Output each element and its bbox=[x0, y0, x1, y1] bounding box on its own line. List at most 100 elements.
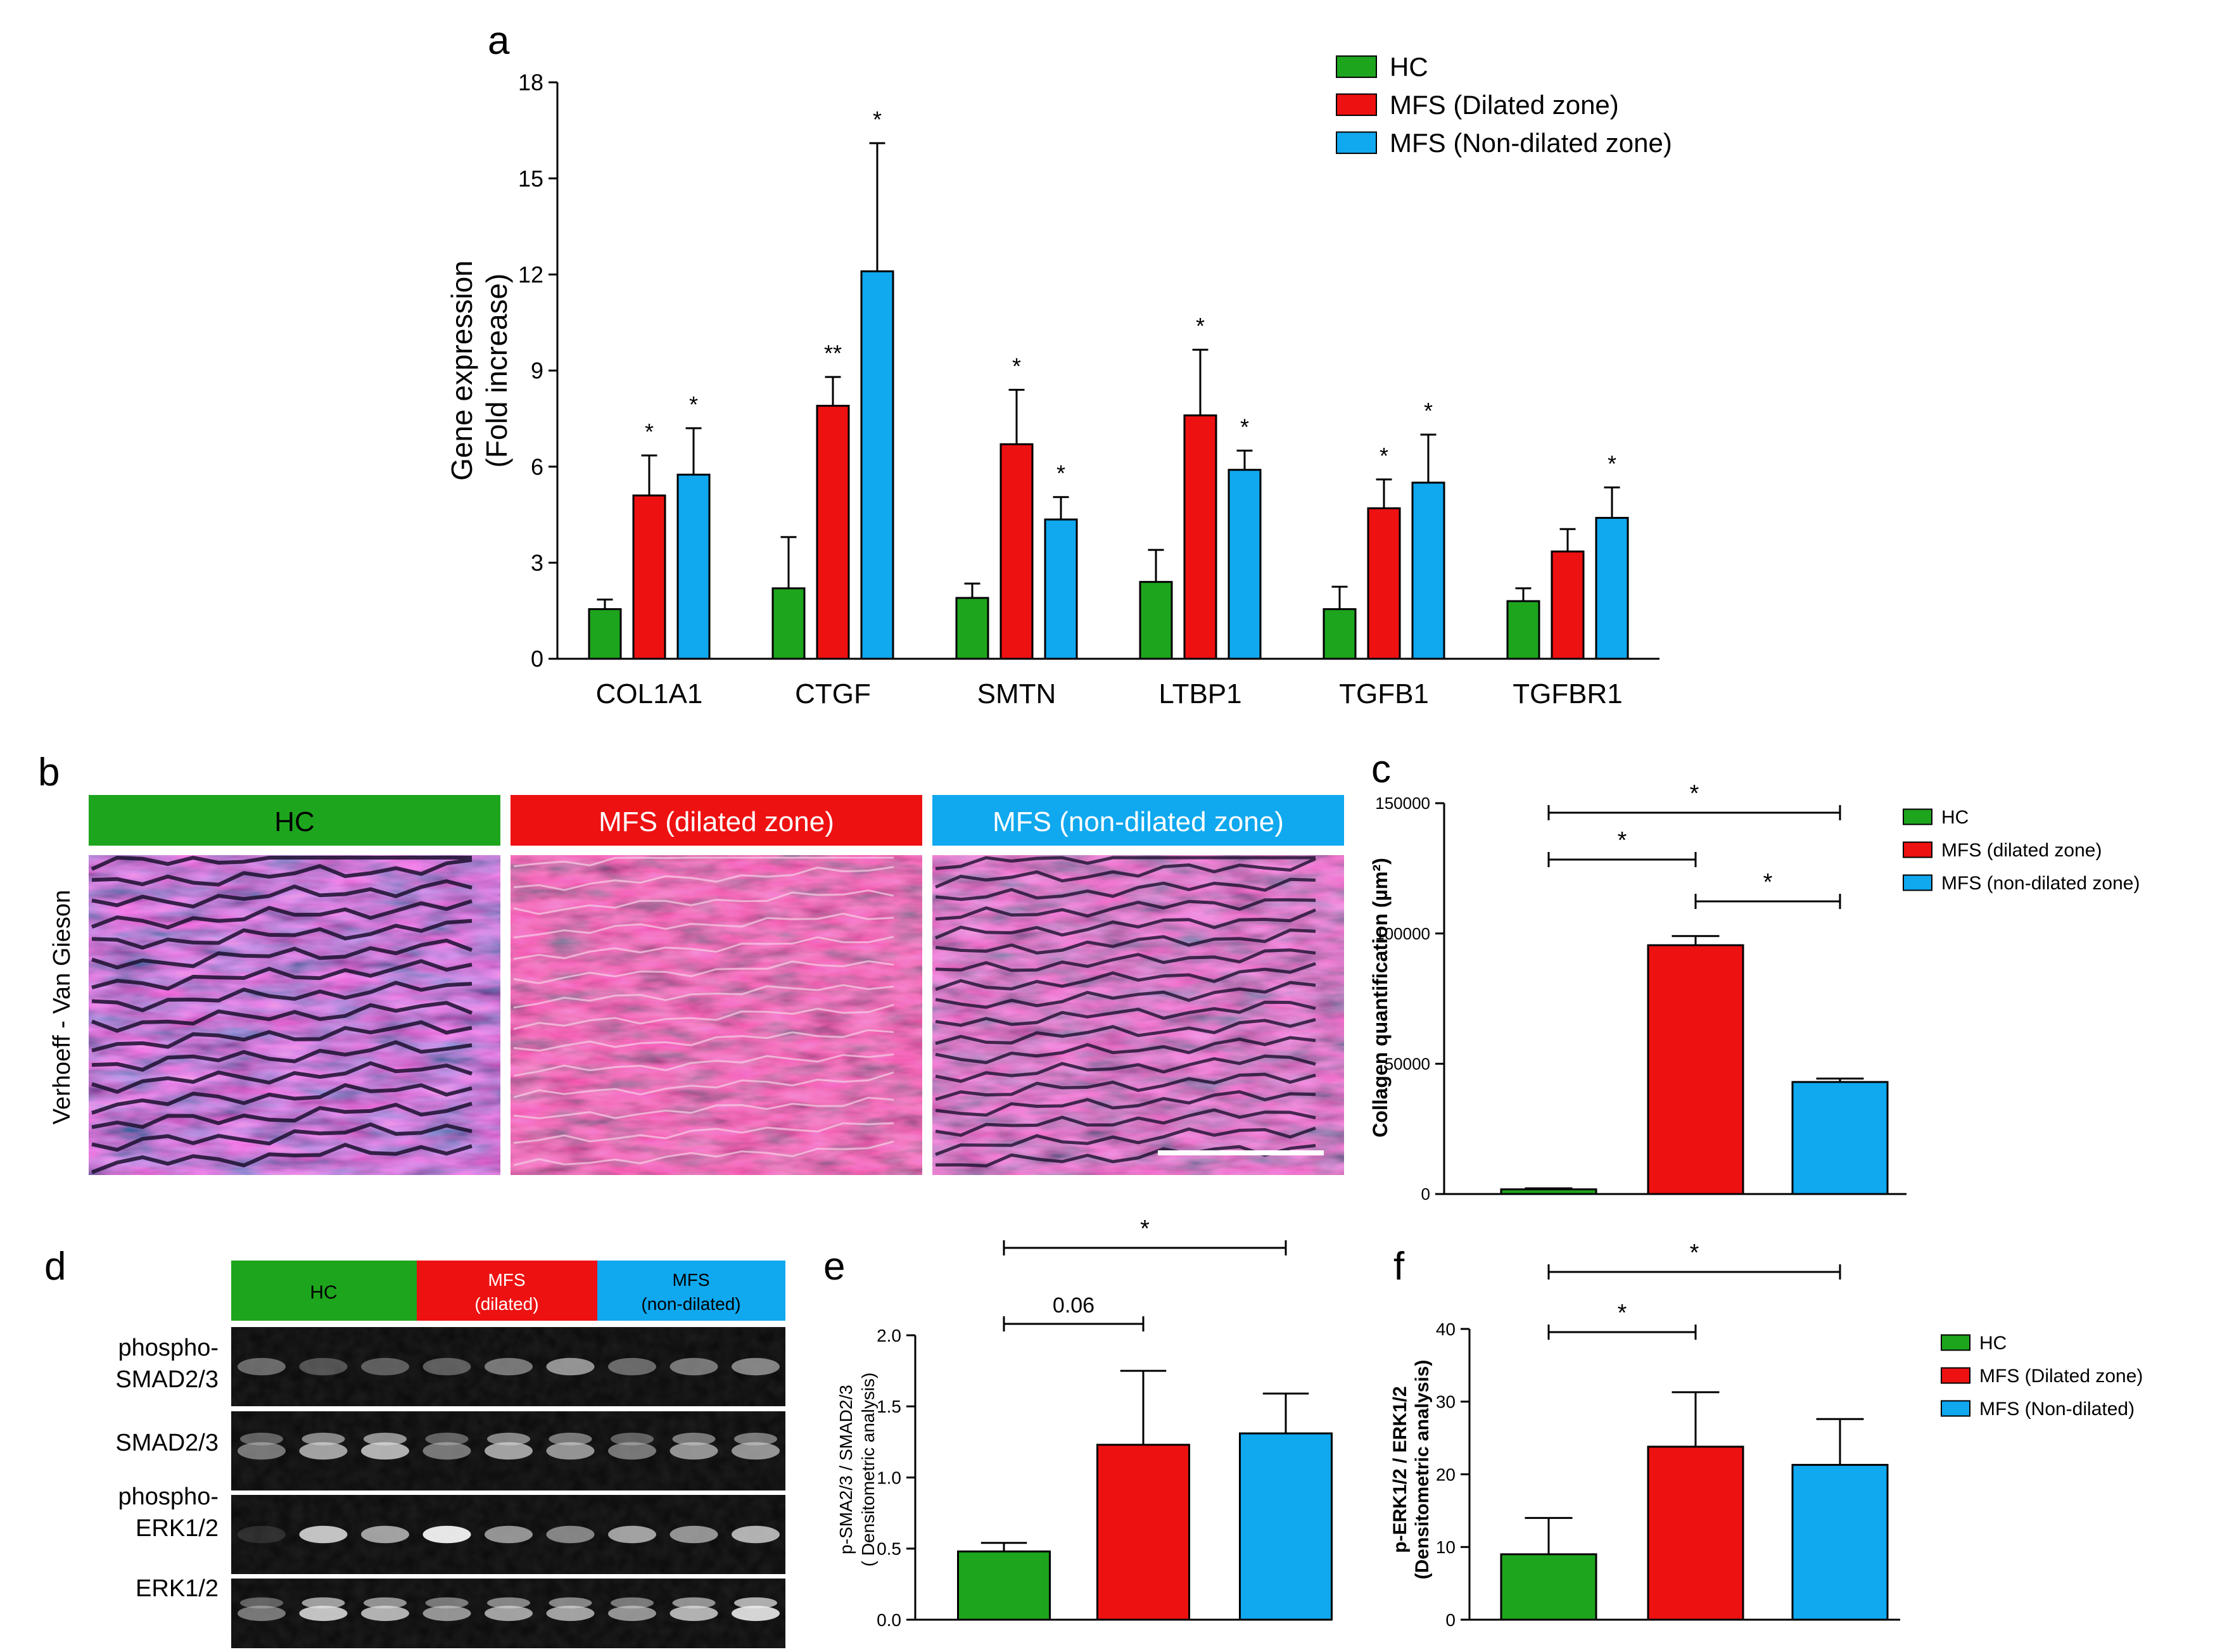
panel-c-ytick-label: 100000 bbox=[1375, 924, 1430, 943]
blot-band bbox=[669, 1357, 718, 1376]
panel-e-ytick-label: 1.0 bbox=[877, 1468, 901, 1487]
panel-d-header-nondilated-line1: MFS bbox=[672, 1270, 709, 1290]
blot-band bbox=[546, 1442, 595, 1460]
blot-band bbox=[485, 1442, 533, 1460]
elastic-fiber bbox=[513, 984, 894, 1009]
panel-a-category-label: CTGF bbox=[795, 678, 871, 709]
elastic-fiber bbox=[935, 1054, 1316, 1083]
panel-a-bar bbox=[955, 597, 989, 660]
blot-band bbox=[732, 1442, 780, 1460]
panel-e-ytick-label: 0.5 bbox=[877, 1539, 901, 1559]
blot-band bbox=[611, 1597, 654, 1609]
panel-d-header-dilated bbox=[417, 1261, 597, 1321]
blot-band bbox=[608, 1442, 656, 1460]
panel-f-legend-label: MFS (Dilated zone) bbox=[1979, 1366, 2143, 1387]
elastic-fiber bbox=[513, 912, 894, 939]
blot-band bbox=[672, 1597, 716, 1609]
panel-c-legend-swatch bbox=[1903, 874, 1932, 891]
panel-a-category-label: LTBP1 bbox=[1158, 678, 1241, 709]
panel-a-category-label: TGFBR1 bbox=[1513, 678, 1623, 709]
panel-f-legend-swatch bbox=[1941, 1367, 1970, 1384]
blot-band bbox=[299, 1357, 348, 1376]
panel-letter-d: d bbox=[44, 1245, 66, 1288]
panel-c-legend-label: HC bbox=[1941, 807, 1969, 828]
panel-a-legend-label: HC bbox=[1390, 52, 1428, 82]
blot-band bbox=[549, 1597, 592, 1609]
panel-c-bar bbox=[1647, 944, 1744, 1195]
panel-a-ytick-label: 0 bbox=[531, 646, 543, 672]
panel-c-ylabel: Collagen quantification (µm²) bbox=[1369, 858, 1392, 1138]
elastic-fiber bbox=[91, 938, 473, 970]
panel-a-category-label: TGFB1 bbox=[1339, 678, 1429, 709]
panel-c-legend-swatch bbox=[1903, 841, 1932, 858]
blot-band bbox=[732, 1605, 780, 1622]
elastic-fiber bbox=[91, 1020, 473, 1053]
panel-a-legend-swatch bbox=[1336, 131, 1377, 155]
panel-f-bar bbox=[1500, 1553, 1597, 1621]
elastic-fiber bbox=[935, 898, 1316, 921]
panel-c-comparison-label: * bbox=[1690, 780, 1699, 807]
blot-band bbox=[669, 1605, 718, 1622]
panel-a-category-label: SMTN bbox=[977, 678, 1056, 709]
panel-d-western-blot: HC MFS (dilated) MFS (non-dilated) phosp… bbox=[115, 1261, 785, 1648]
elastic-fiber bbox=[935, 928, 1316, 955]
panel-e-comparison-label: * bbox=[1140, 1216, 1150, 1242]
panel-a-bar bbox=[1139, 581, 1173, 660]
elastic-fiber bbox=[91, 858, 473, 887]
blot-row-label-1b: SMAD2/3 bbox=[115, 1366, 219, 1393]
blot-band bbox=[299, 1442, 348, 1460]
panel-c-comparison-label: * bbox=[1763, 869, 1773, 896]
blot-band bbox=[734, 1597, 777, 1609]
blot-band bbox=[361, 1442, 409, 1460]
blot-band bbox=[238, 1605, 286, 1622]
panel-b-header-dilated bbox=[511, 795, 922, 846]
panel-e-ylabel-line2: ( Densitometric analysis) bbox=[858, 1373, 878, 1567]
elastic-fiber bbox=[935, 1018, 1316, 1045]
panel-f-ytick-label: 20 bbox=[1436, 1465, 1456, 1484]
elastic-fiber bbox=[935, 1126, 1316, 1156]
panel-c-legend-swatch bbox=[1903, 808, 1932, 825]
panel-c-ytick-label: 50000 bbox=[1385, 1054, 1430, 1073]
panel-a-ytick-label: 9 bbox=[531, 358, 543, 384]
panel-f-legend-swatch bbox=[1941, 1400, 1970, 1417]
panel-a-significance-mark: * bbox=[1240, 414, 1249, 440]
panel-f-legend-label: HC bbox=[1979, 1333, 2007, 1354]
blot-band bbox=[240, 1597, 283, 1609]
panel-a-ytick-label: 3 bbox=[531, 550, 543, 576]
panel-c-ytick-label: 150000 bbox=[1375, 794, 1430, 813]
panel-a-ytick-label: 6 bbox=[531, 454, 543, 480]
panel-a-bar bbox=[1551, 550, 1585, 660]
panel-a-significance-mark: * bbox=[1424, 398, 1433, 424]
blot-band bbox=[425, 1597, 469, 1609]
blot-band bbox=[364, 1432, 407, 1446]
panel-a-bar bbox=[1595, 517, 1629, 660]
panel-f-ytick-label: 0 bbox=[1445, 1610, 1456, 1630]
panel-e-smad-chart: 0.0 0.5 1.0 1.5 2.0 * 0.06 p-SMA2/3 / SMAD2/3… bbox=[836, 1216, 1333, 1630]
panel-a-bar bbox=[1228, 469, 1262, 660]
panel-letter-b: b bbox=[38, 751, 60, 794]
blot-band bbox=[238, 1442, 286, 1460]
blot-band bbox=[485, 1357, 533, 1376]
panel-f-ylabel-line1: p-ERK1/2 / ERK1/2 bbox=[1390, 1386, 1411, 1553]
panel-b-header-hc-label: HC bbox=[274, 806, 315, 837]
elastic-fiber bbox=[935, 1036, 1316, 1064]
blot-band bbox=[732, 1357, 780, 1376]
panel-f-bar bbox=[1791, 1464, 1889, 1621]
panel-c-legend-label: MFS (dilated zone) bbox=[1941, 840, 2102, 861]
panel-b-header-nondilated-label: MFS (non-dilated zone) bbox=[993, 806, 1284, 837]
panel-f-comparison-label: * bbox=[1690, 1240, 1699, 1266]
panel-d-header-dilated-line2: (dilated) bbox=[474, 1294, 538, 1314]
histology-image-dilated bbox=[511, 855, 922, 1175]
elastic-fiber bbox=[513, 866, 894, 891]
panel-a-bar bbox=[999, 443, 1034, 660]
panel-a-bar bbox=[676, 473, 711, 660]
panel-a-bar bbox=[860, 270, 894, 660]
elastic-fiber bbox=[513, 1053, 894, 1077]
panel-d-header-nondilated bbox=[597, 1261, 785, 1321]
panel-a-category-label: COL1A1 bbox=[596, 678, 703, 709]
blot-band bbox=[422, 1442, 471, 1460]
blot-band bbox=[361, 1605, 409, 1622]
blot-band bbox=[611, 1432, 654, 1446]
panel-c-bar bbox=[1500, 1188, 1597, 1195]
panel-a-ylabel-line1: Gene expression bbox=[445, 260, 478, 481]
